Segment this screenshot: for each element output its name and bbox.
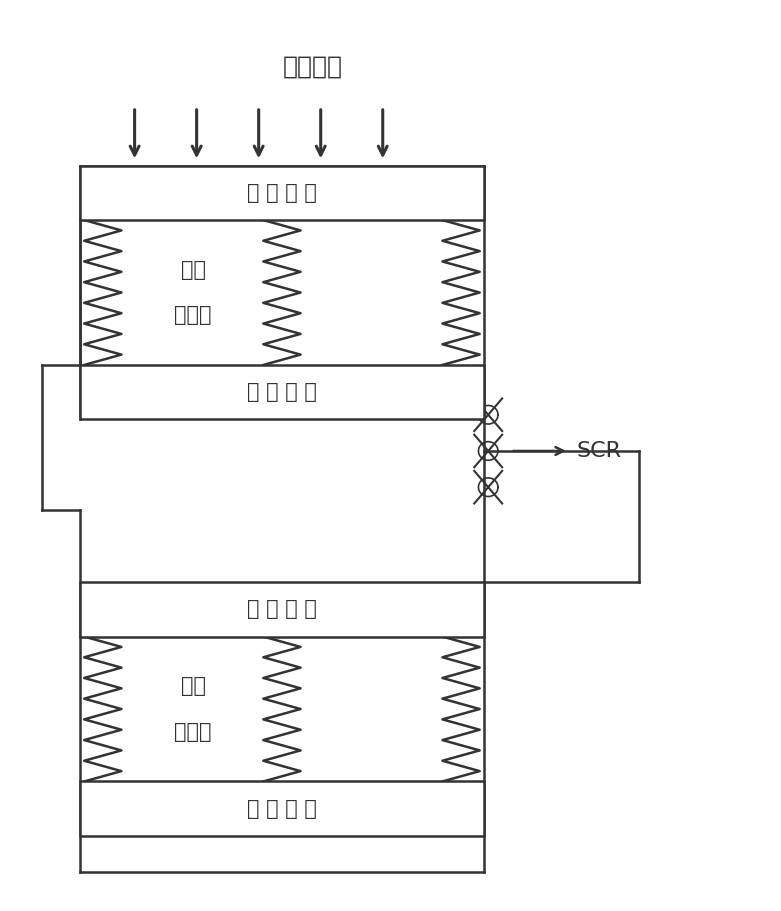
Text: 出 口 联 箱: 出 口 联 箱 [247, 599, 317, 619]
Bar [80, 582, 483, 637]
Text: 出 口 联 箱: 出 口 联 箱 [247, 183, 317, 203]
Text: 下级: 下级 [180, 676, 205, 696]
Text: 上级: 上级 [180, 260, 205, 280]
Text: 省煤器: 省煤器 [174, 305, 212, 325]
Text: 进 口 联 箱: 进 口 联 箱 [247, 382, 317, 402]
Bar [80, 782, 483, 835]
Text: SCR: SCR [576, 441, 622, 461]
Text: 进 口 联 箱: 进 口 联 箱 [247, 799, 317, 819]
Text: 省煤器: 省煤器 [174, 722, 212, 742]
Bar [80, 166, 483, 220]
Bar [80, 365, 483, 419]
Text: 烟气来流: 烟气来流 [283, 54, 343, 78]
